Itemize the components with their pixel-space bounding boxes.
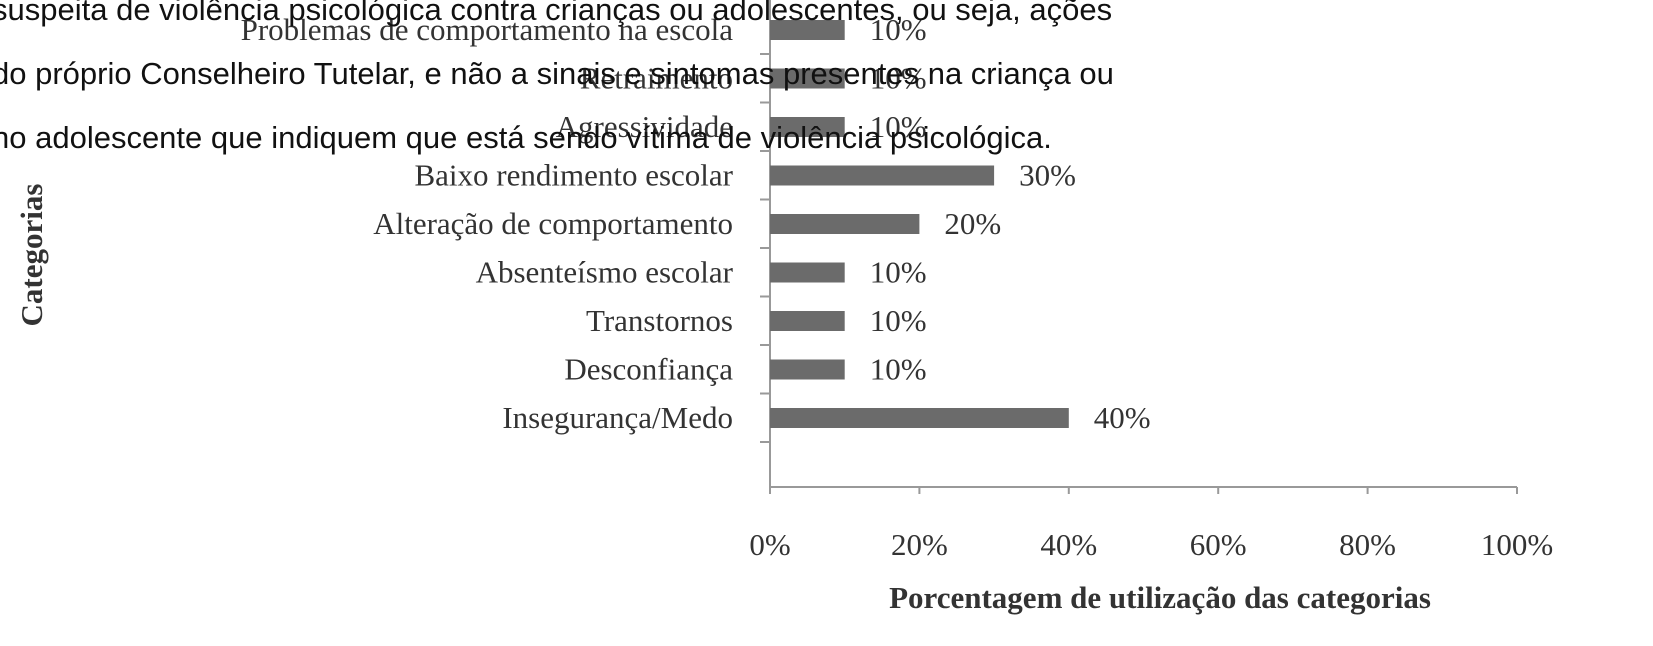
x-tick-label: 40% xyxy=(1040,527,1097,562)
y-tick-label: Agressividade xyxy=(556,109,733,144)
x-tick-label: 60% xyxy=(1190,527,1247,562)
bar xyxy=(770,359,845,380)
y-axis-title: Categorias xyxy=(14,184,49,327)
value-label: 20% xyxy=(944,206,1001,241)
bar xyxy=(770,117,845,137)
value-label: 10% xyxy=(870,12,927,47)
overlay: suspeita de violência psicológica contra… xyxy=(0,0,1114,155)
y-tick-label: Baixo rendimento escolar xyxy=(414,158,733,193)
y-tick-label: Insegurança/Medo xyxy=(502,400,733,435)
bar xyxy=(770,214,920,234)
bar xyxy=(770,311,845,331)
value-label: 30% xyxy=(1019,158,1076,193)
x-tick-label: 20% xyxy=(891,527,948,562)
bar xyxy=(770,262,845,283)
white-patch xyxy=(520,290,748,487)
overlay-line: suspeita de violência psicológica contra… xyxy=(0,0,1112,27)
bar xyxy=(770,20,845,40)
bar xyxy=(770,408,1069,428)
bar xyxy=(770,165,995,186)
y-tick-label: Absenteísmo escolar xyxy=(476,255,734,290)
overlay-line: do próprio Conselheiro Tutelar, e não a … xyxy=(0,56,1114,91)
bar xyxy=(770,68,845,89)
y-tick-label: Desconfiança xyxy=(564,352,733,387)
y-tick-label: Problemas de comportamento na escola xyxy=(241,12,734,47)
overlay-line: no adolescente que indiquem que está sen… xyxy=(0,120,1052,155)
y-tick-label: Transtornos xyxy=(586,303,733,338)
y-tick-label: Retraimento xyxy=(580,61,733,96)
value-label: 10% xyxy=(870,109,927,144)
value-label: 10% xyxy=(870,303,927,338)
value-label: 10% xyxy=(870,255,927,290)
chart: 0% 20% 40% 60% 80% 100% Problemas de comportam… xyxy=(241,12,1554,562)
value-label: 10% xyxy=(870,61,927,96)
x-tick-label: 80% xyxy=(1339,527,1396,562)
x-axis-title: Porcentagem de utilização das categorias xyxy=(889,580,1431,615)
x-tick-label: 100% xyxy=(1481,527,1553,562)
value-label: 40% xyxy=(1094,400,1151,435)
x-tick-label: 0% xyxy=(749,527,790,562)
y-tick-label: Alteração de comportamento xyxy=(373,206,733,241)
value-label: 10% xyxy=(870,352,927,387)
